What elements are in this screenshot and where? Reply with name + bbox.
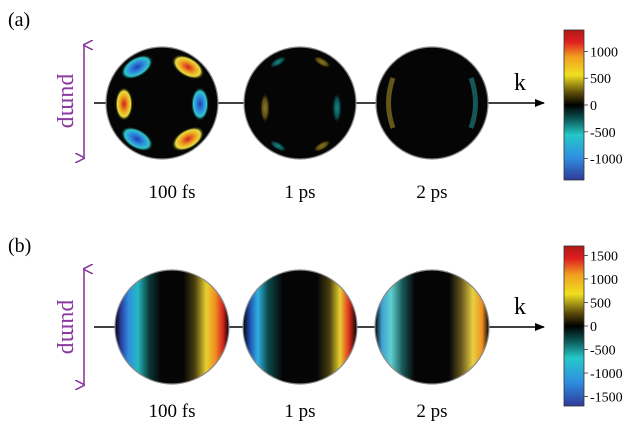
panel-a-map-1ps [243, 46, 357, 160]
colorbar-tick-label: -500 [590, 126, 616, 141]
colorbar-tick-label: -1500 [590, 391, 623, 406]
panel-b-map-1ps [242, 269, 358, 385]
panel-b-label: (b) [8, 235, 31, 257]
colorbar-tick-label: 500 [590, 296, 611, 311]
panel-a-pump-label: pump [56, 74, 82, 129]
colorbar-tick-label: 0 [590, 99, 597, 114]
panel-a-label: (a) [8, 9, 30, 31]
colorbar-tick-label: -1000 [590, 367, 623, 382]
panel-a-k-label: k [514, 70, 526, 96]
panel-a: (a) pump k [8, 9, 623, 203]
colorbar-tick-label: -1000 [590, 153, 623, 168]
panel-a-map-2ps [375, 46, 489, 160]
panel-a-time-1: 100 fs [149, 182, 196, 203]
colorbar-tick-label: 1000 [590, 45, 618, 60]
colorbar-tick-label: 0 [590, 320, 597, 335]
colorbar-tick-label: -500 [590, 344, 616, 359]
panel-b-map-100fs [114, 269, 230, 385]
panel-b: (b) pump k 100 fs 1 ps 2 ps 1500 1000 500 0… [8, 235, 623, 422]
panel-b-colorbar [563, 245, 585, 407]
panel-b-k-label: k [514, 294, 526, 320]
colorbar-tick-label: 1000 [590, 273, 618, 288]
panel-b-time-1: 100 fs [149, 401, 196, 422]
panel-b-map-2ps [374, 269, 490, 385]
panel-b-time-2: 1 ps [284, 401, 315, 422]
panel-a-colorbar-ticks: 1000 500 0 -500 -1000 [584, 45, 623, 168]
colorbar-tick-label: 1500 [590, 249, 618, 264]
panel-b-pump-label: pump [56, 300, 82, 355]
panel-a-time-3: 2 ps [416, 182, 447, 203]
panel-b-colorbar-ticks: 1500 1000 500 0 -500 -1000 -1500 [584, 249, 623, 406]
panel-a-map-100fs [105, 46, 219, 160]
panel-a-colorbar [563, 29, 585, 181]
panel-b-time-3: 2 ps [416, 401, 447, 422]
colorbar-tick-label: 500 [590, 72, 611, 87]
panel-a-time-2: 1 ps [284, 182, 315, 203]
